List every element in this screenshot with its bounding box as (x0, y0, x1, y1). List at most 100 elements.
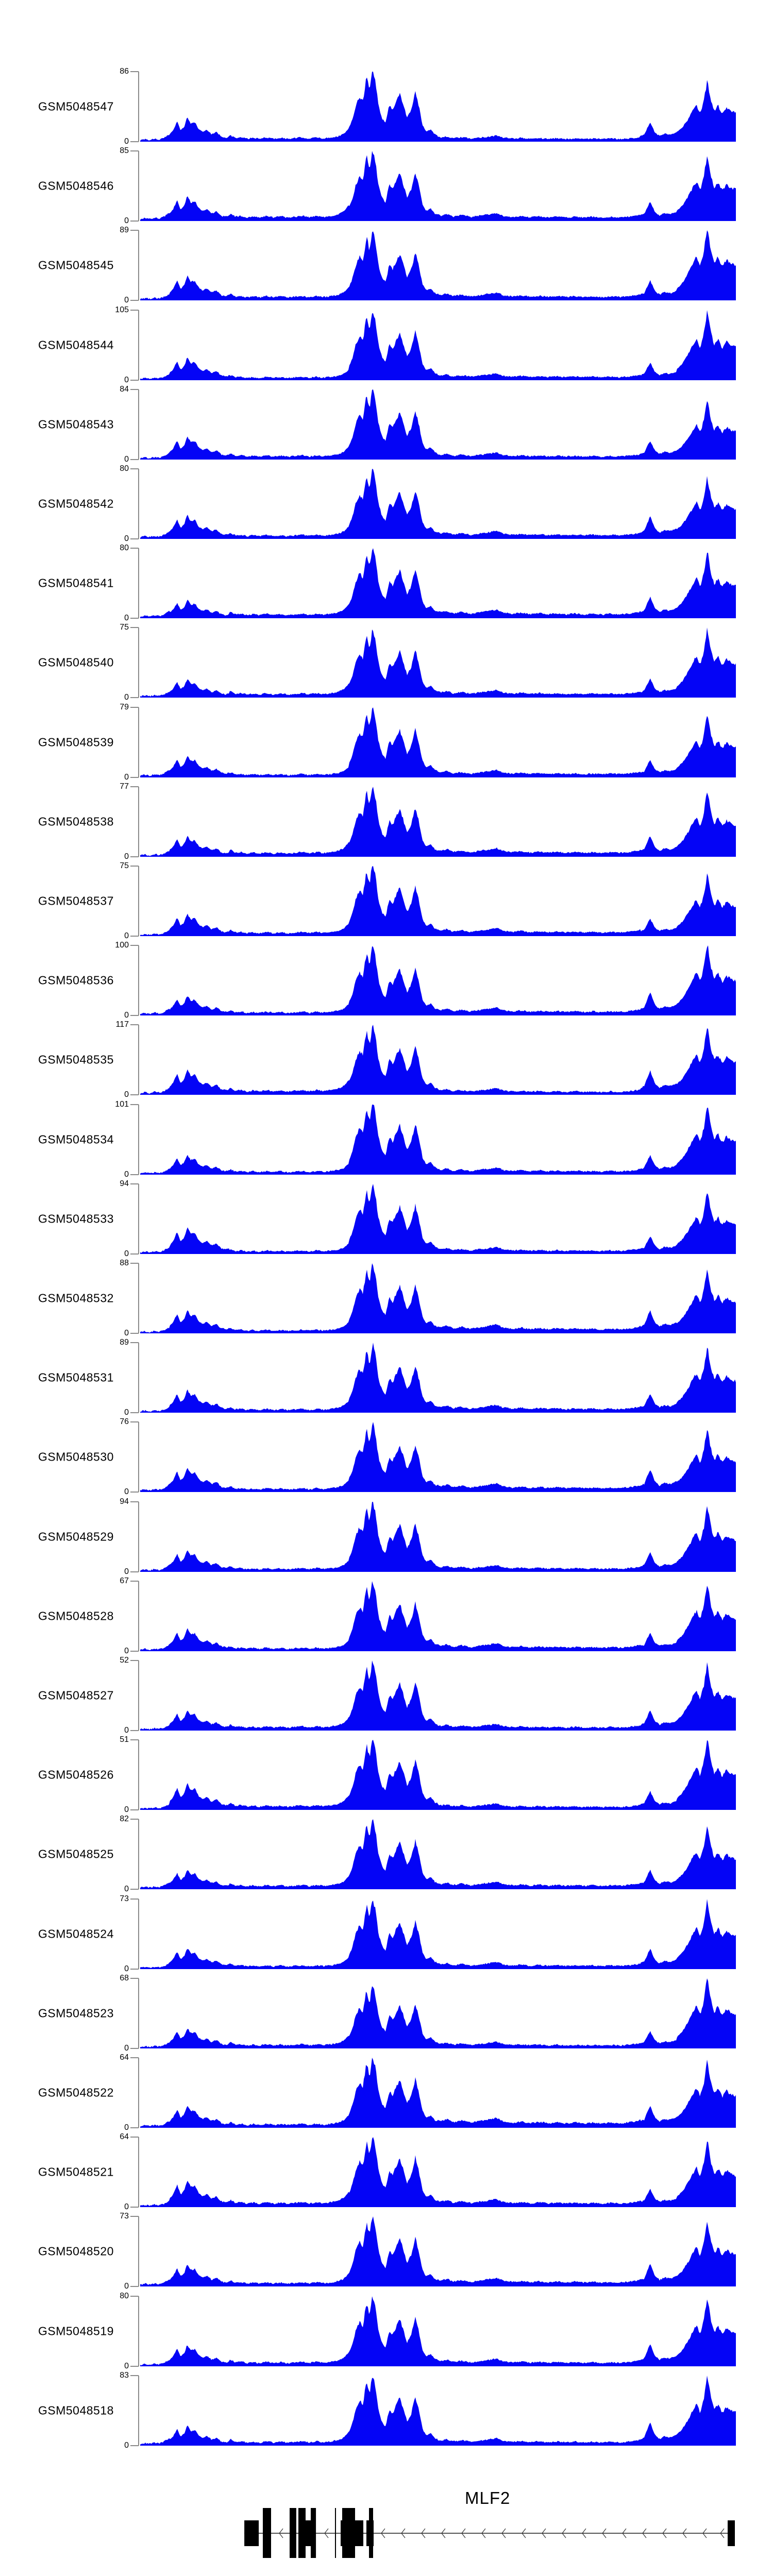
coverage-signal (140, 469, 736, 539)
signal-track-GSM5048523: GSM5048523 68 0 (0, 1974, 773, 2053)
sample-label: GSM5048526 (38, 1768, 114, 1782)
y-axis-max-label: 51 (120, 1735, 129, 1744)
coverage-signal (140, 2216, 736, 2286)
signal-track-GSM5048535: GSM5048535 117 0 (0, 1020, 773, 1099)
signal-track-GSM5048519: GSM5048519 80 0 (0, 2292, 773, 2370)
y-axis-max-label: 94 (120, 1179, 129, 1188)
sample-label: GSM5048524 (38, 1927, 114, 1941)
y-axis-top-tick (130, 1660, 139, 1661)
y-axis-line (138, 787, 139, 857)
y-axis-line (138, 1343, 139, 1413)
y-axis-top-tick (130, 1581, 139, 1582)
sample-label: GSM5048532 (38, 1291, 114, 1305)
y-axis-bottom-tick (130, 2048, 139, 2049)
coverage-signal (140, 1740, 736, 1810)
coverage-signal (140, 1581, 736, 1651)
y-axis-top-tick (130, 1183, 139, 1184)
strand-arrow-icon (461, 2528, 466, 2538)
y-axis-max-label: 64 (120, 2132, 129, 2141)
y-axis-top-tick (130, 548, 139, 549)
coverage-signal (140, 2296, 736, 2366)
strand-arrow-icon (702, 2528, 707, 2538)
strand-arrow-icon (421, 2528, 426, 2538)
y-axis-max-label: 79 (120, 703, 129, 711)
y-axis-zero-label: 0 (124, 614, 129, 622)
y-axis-line (138, 866, 139, 936)
y-axis-top-tick (130, 2216, 139, 2217)
signal-track-GSM5048534: GSM5048534 101 0 (0, 1100, 773, 1179)
strand-arrow-icon (324, 2528, 329, 2538)
y-axis-bottom-tick (130, 300, 139, 301)
y-axis-bottom-tick (130, 380, 139, 381)
y-axis-bottom-tick (130, 2207, 139, 2208)
strand-arrow-icon (522, 2528, 526, 2538)
y-axis-zero-label: 0 (124, 2362, 129, 2370)
y-axis-bottom-tick (130, 1174, 139, 1175)
y-axis-line (138, 389, 139, 460)
y-axis-top-tick (130, 707, 139, 708)
coverage-signal (140, 1105, 736, 1175)
gene-exon (244, 2520, 259, 2546)
signal-track-GSM5048542: GSM5048542 80 0 (0, 464, 773, 543)
y-axis-bottom-tick (130, 221, 139, 222)
y-axis-zero-label: 0 (124, 1726, 129, 1735)
signal-track-GSM5048533: GSM5048533 94 0 (0, 1179, 773, 1258)
signal-track-GSM5048543: GSM5048543 84 0 (0, 385, 773, 464)
y-axis-line (138, 1105, 139, 1175)
y-axis-line (138, 707, 139, 777)
gene-exon (290, 2508, 296, 2558)
sample-label: GSM5048521 (38, 2165, 114, 2179)
y-axis-max-label: 80 (120, 544, 129, 552)
y-axis-top-tick (130, 1978, 139, 1979)
gene-exon (348, 2508, 355, 2558)
gene-name-label: MLF2 (465, 2488, 511, 2507)
y-axis-bottom-tick (130, 538, 139, 539)
y-axis-line (138, 1660, 139, 1731)
sample-label: GSM5048534 (38, 1132, 114, 1146)
sample-label: GSM5048528 (38, 1609, 114, 1623)
y-axis-zero-label: 0 (124, 2202, 129, 2211)
sample-label: GSM5048547 (38, 99, 114, 113)
strand-arrow-icon (381, 2528, 385, 2538)
y-axis-line (138, 945, 139, 1015)
signal-track-GSM5048540: GSM5048540 75 0 (0, 623, 773, 702)
y-axis-line (138, 1819, 139, 1889)
y-axis-max-label: 73 (120, 2212, 129, 2221)
signal-track-GSM5048531: GSM5048531 89 0 (0, 1338, 773, 1417)
y-axis-top-tick (130, 945, 139, 946)
signal-track-GSM5048527: GSM5048527 52 0 (0, 1656, 773, 1735)
signal-track-GSM5048541: GSM5048541 80 0 (0, 544, 773, 622)
y-axis-zero-label: 0 (124, 2123, 129, 2132)
y-axis-max-label: 117 (115, 1020, 129, 1029)
y-axis-top-tick (130, 468, 139, 469)
y-axis-max-label: 52 (120, 1656, 129, 1665)
y-axis-line (138, 72, 139, 142)
y-axis-top-tick (130, 1263, 139, 1264)
y-axis-top-tick (130, 310, 139, 311)
y-axis-max-label: 64 (120, 2053, 129, 2062)
y-axis-max-label: 101 (115, 1100, 129, 1109)
signal-track-GSM5048529: GSM5048529 94 0 (0, 1497, 773, 1576)
signal-track-GSM5048544: GSM5048544 105 0 (0, 306, 773, 384)
y-axis-max-label: 75 (120, 861, 129, 870)
y-axis-zero-label: 0 (124, 693, 129, 702)
y-axis-line (138, 2296, 139, 2366)
y-axis-max-label: 76 (120, 1417, 129, 1426)
y-axis-max-label: 85 (120, 146, 129, 155)
signal-track-GSM5048538: GSM5048538 77 0 (0, 782, 773, 861)
sample-label: GSM5048536 (38, 973, 114, 987)
y-axis-line (138, 1581, 139, 1651)
y-axis-top-tick (130, 1104, 139, 1105)
signal-track-GSM5048547: GSM5048547 86 0 (0, 67, 773, 146)
y-axis-max-label: 77 (120, 782, 129, 791)
y-axis-bottom-tick (130, 1969, 139, 1970)
y-axis-zero-label: 0 (124, 2441, 129, 2450)
y-axis-bottom-tick (130, 1015, 139, 1016)
strand-arrow-icon (582, 2528, 586, 2538)
sample-label: GSM5048539 (38, 735, 114, 749)
y-axis-line (138, 230, 139, 300)
y-axis-top-tick (130, 150, 139, 151)
coverage-signal (140, 230, 736, 300)
y-axis-max-label: 73 (120, 1894, 129, 1903)
y-axis-line (138, 2216, 139, 2286)
